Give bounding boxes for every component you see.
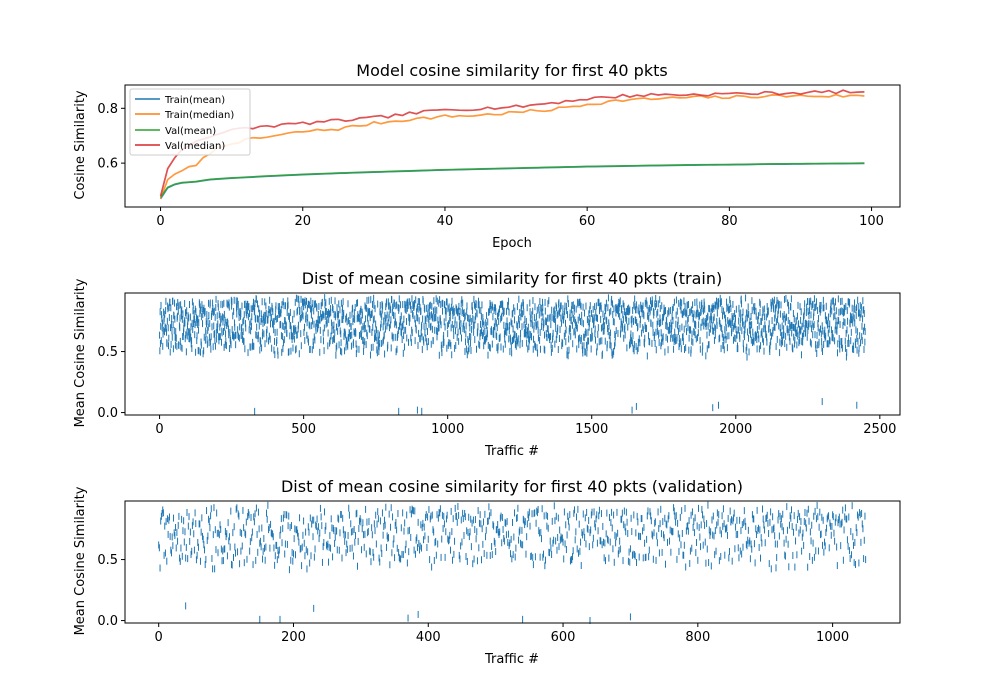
x-tick-label: 400 xyxy=(416,630,441,645)
chart-title: Dist of mean cosine similarity for first… xyxy=(281,477,743,496)
series-line xyxy=(159,89,865,197)
plot-area xyxy=(158,501,867,625)
x-tick-label: 0 xyxy=(156,214,164,229)
legend-label: Train(mean) xyxy=(164,95,225,106)
x-tick-label: 20 xyxy=(294,214,311,229)
x-tick-label: 1000 xyxy=(816,630,849,645)
y-axis-label: Mean Cosine Similarity xyxy=(73,278,88,427)
y-tick-label: 0.6 xyxy=(97,157,118,172)
series-line xyxy=(159,162,865,198)
chart-title: Model cosine similarity for first 40 pkt… xyxy=(356,61,667,80)
chart-title: Dist of mean cosine similarity for first… xyxy=(302,269,723,288)
y-tick-label: 0.0 xyxy=(97,406,118,421)
x-axis-label: Traffic # xyxy=(484,652,539,667)
x-tick-label: 2500 xyxy=(863,422,896,437)
y-tick-label: 0.0 xyxy=(97,614,118,629)
x-tick-label: 200 xyxy=(281,630,306,645)
plot-frame xyxy=(124,292,901,416)
x-tick-label: 1000 xyxy=(431,422,464,437)
plot-frame xyxy=(124,84,901,208)
x-axis-label: Traffic # xyxy=(484,444,539,459)
validation-distribution-chart: Dist of mean cosine similarity for first… xyxy=(73,477,901,667)
axis-ticks: 0 500 1000 1500 2000 2500 0.0 0.5 xyxy=(97,345,896,437)
x-tick-label: 80 xyxy=(721,214,738,229)
x-tick-label: 100 xyxy=(859,214,884,229)
train-distribution-chart: Dist of mean cosine similarity for first… xyxy=(73,269,901,459)
legend-label: Val(mean) xyxy=(165,126,216,137)
x-tick-label: 40 xyxy=(437,214,454,229)
y-tick-label: 0.8 xyxy=(97,102,118,117)
legend-label: Train(median) xyxy=(164,110,234,121)
legend-label: Val(median) xyxy=(165,141,225,152)
x-tick-label: 1500 xyxy=(575,422,608,437)
x-tick-label: 500 xyxy=(291,422,316,437)
plot-frame xyxy=(124,500,901,624)
plot-area xyxy=(159,89,865,200)
plot-area xyxy=(159,294,866,415)
x-tick-label: 2000 xyxy=(719,422,752,437)
y-tick-label: 0.5 xyxy=(97,553,118,568)
axis-ticks: 0 20 40 60 80 100 0.6 0.8 xyxy=(97,102,884,229)
legend: Train(mean) Train(median) Val(mean) Val(… xyxy=(129,88,251,156)
legend-box xyxy=(129,88,251,156)
y-tick-label: 0.5 xyxy=(97,345,118,360)
x-tick-label: 60 xyxy=(579,214,596,229)
x-tick-label: 0 xyxy=(155,630,163,645)
x-tick-label: 800 xyxy=(685,630,710,645)
x-tick-label: 600 xyxy=(551,630,576,645)
y-axis-label: Mean Cosine Similarity xyxy=(73,486,88,635)
y-axis-label: Cosine Similarity xyxy=(73,90,88,200)
x-axis-label: Epoch xyxy=(492,236,532,251)
x-tick-label: 0 xyxy=(155,422,163,437)
series-line xyxy=(159,93,865,200)
axis-ticks: 0 200 400 600 800 1000 0.0 0.5 xyxy=(97,553,849,645)
epoch-similarity-chart: Model cosine similarity for first 40 pkt… xyxy=(73,61,901,251)
